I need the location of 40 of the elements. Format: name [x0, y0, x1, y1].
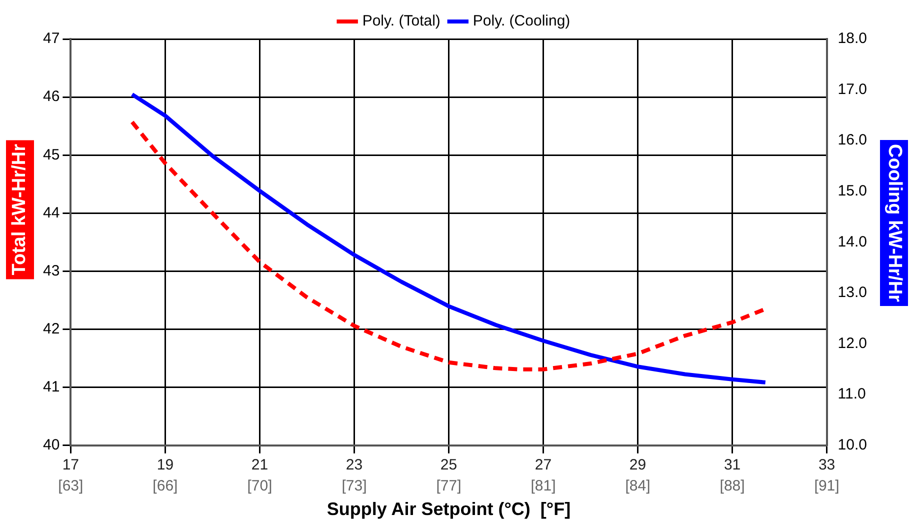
- x2-tick-label: [91]: [814, 478, 840, 495]
- x2-tick-label: [81]: [530, 478, 556, 495]
- y2-tick-label: 10.0: [838, 436, 868, 454]
- y2-tick-label: 14.0: [838, 233, 868, 250]
- x2-tick-label: [63]: [58, 478, 84, 495]
- x-tick-label: 33: [818, 456, 836, 474]
- x2-tick-label: [84]: [625, 478, 650, 495]
- y-tick-label: 42: [42, 320, 60, 338]
- x-tick-label: 19: [156, 456, 174, 474]
- x-tick-label: 29: [629, 456, 646, 474]
- y-tick-label: 43: [42, 262, 60, 280]
- x2-tick-label: [77]: [436, 478, 462, 495]
- x2-tick-label: [66]: [152, 478, 178, 495]
- y2-tick-label: 17.0: [838, 80, 868, 98]
- x2-tick-label: [73]: [342, 478, 367, 495]
- y2-tick-label: 13.0: [838, 284, 868, 302]
- x2-tick-label: [70]: [247, 478, 272, 495]
- legend-label: Poly. (Total): [362, 12, 440, 30]
- y2-tick-label: 16.0: [838, 132, 868, 149]
- x-axis-title: Supply Air Setpoint (°C) [°F]: [326, 499, 571, 520]
- x-tick-label: 31: [724, 456, 741, 474]
- x2-tick-label: [88]: [720, 478, 745, 495]
- y-tick-label: 44: [42, 204, 60, 222]
- x-tick-label: 17: [62, 456, 80, 474]
- y-tick-label: 41: [42, 378, 60, 396]
- y2-tick-label: 15.0: [838, 182, 868, 200]
- y-axis-title: Total kW-Hr/Hr: [6, 140, 34, 280]
- y-tick-label: 47: [42, 30, 60, 48]
- x-tick-label: 25: [440, 456, 458, 474]
- y-tick-label: 45: [42, 146, 60, 164]
- y-tick-label: 46: [42, 88, 60, 106]
- y2-tick-label: 18.0: [838, 30, 868, 48]
- x-tick-label: 27: [534, 456, 552, 474]
- x-tick-label: 23: [346, 456, 363, 474]
- y2-tick-label: 12.0: [838, 334, 868, 352]
- legend-label: Poly. (Cooling): [472, 12, 570, 30]
- y2-axis-title: Cooling kW-Hr/Hr: [880, 140, 908, 306]
- x-tick-label: 21: [251, 456, 268, 474]
- y-tick-label: 40: [42, 436, 60, 454]
- y2-tick-label: 11.0: [838, 386, 866, 403]
